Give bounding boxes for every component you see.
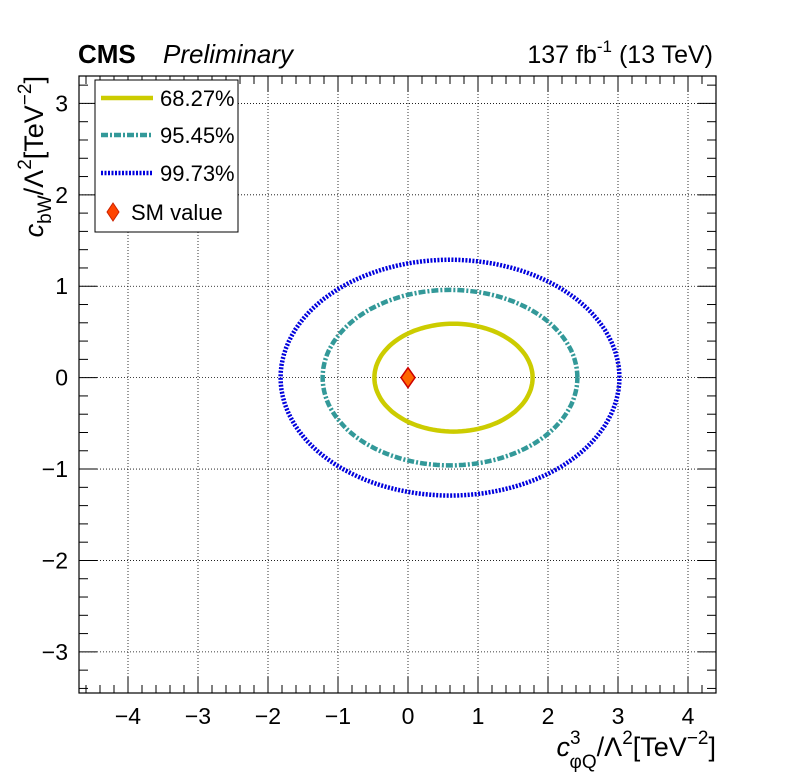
legend-sm-marker [106, 202, 120, 222]
contour-9545 [320, 287, 580, 468]
x-tick-label: −4 [115, 703, 141, 729]
y-tick-label: −1 [42, 456, 68, 482]
y-tick-label: 3 [55, 90, 68, 116]
x-tick-label: 0 [402, 703, 415, 729]
sm-value-marker [400, 366, 416, 389]
legend-label-sm: SM value [131, 200, 223, 225]
contour-6827 [372, 321, 535, 434]
legend-label-99: 99.73% [160, 161, 235, 186]
x-tick-label: 2 [542, 703, 555, 729]
x-axis-title: c3 φQ/Λ2[TeV−2] [556, 728, 716, 772]
legend-label-95: 95.45% [160, 123, 235, 148]
contour-9973 [278, 257, 622, 498]
y-tick-label: −3 [42, 639, 68, 665]
experiment-label: CMS [78, 39, 136, 69]
x-tick-label: −3 [185, 703, 211, 729]
y-axis-title: cbW/Λ2[TeV−2] [15, 76, 56, 237]
legend: 68.27% 95.45% 99.73% SM value [94, 79, 239, 233]
x-tick-label: 4 [682, 703, 695, 729]
legend-box [94, 79, 239, 233]
y-tick-label: −2 [42, 547, 68, 573]
contour-lines [278, 257, 622, 498]
y-tick-labels: −3 −2 −1 0 1 2 3 [42, 90, 68, 664]
status-label: Preliminary [163, 39, 295, 69]
sm-marker-layer [400, 366, 416, 389]
y-tick-label: 1 [55, 273, 68, 299]
y-tick-label: 0 [55, 365, 68, 391]
legend-label-68: 68.27% [160, 86, 235, 111]
grid-lines [79, 76, 716, 693]
x-tick-label: 3 [612, 703, 625, 729]
x-tick-label: −1 [325, 703, 351, 729]
x-tick-label: 1 [472, 703, 485, 729]
plot-frame [78, 75, 717, 694]
x-tick-labels: −4 −3 −2 −1 0 1 2 3 4 [115, 703, 695, 729]
lumi-label: 137 fb-1 (13 TeV) [527, 37, 713, 69]
y-tick-label: 2 [55, 182, 68, 208]
x-tick-label: −2 [255, 703, 281, 729]
